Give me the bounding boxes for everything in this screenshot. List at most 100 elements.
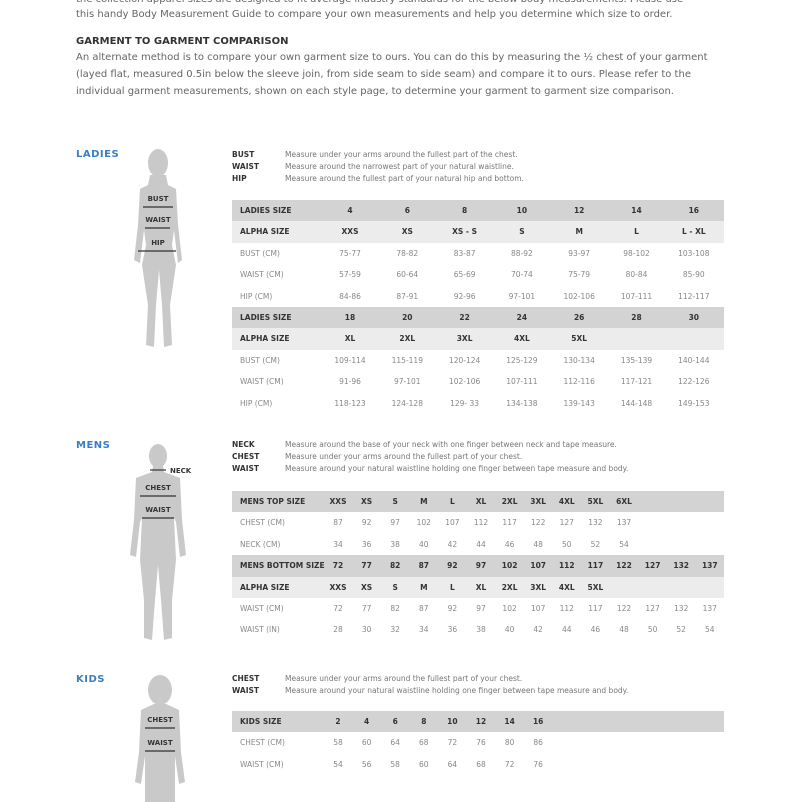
row-label: ALPHA SIZE <box>240 227 290 237</box>
table-cell: 92 <box>361 518 372 528</box>
row-label: WAIST (CM) <box>240 270 284 280</box>
table-cell: 107 <box>445 518 460 528</box>
table-cell: 48 <box>619 625 629 635</box>
table-row: WAIST (CM) 57-59 60-64 65-69 70-74 75-79 80-84… <box>232 264 724 285</box>
table-cell: 109-114 <box>334 355 366 365</box>
table-cell: 72 <box>504 759 515 769</box>
bust-label: BUST <box>148 195 169 203</box>
table-cell: 77 <box>361 603 372 613</box>
table-cell: XL <box>344 334 356 344</box>
table-cell: 127 <box>644 561 661 571</box>
kids-size-table: KIDS SIZE 2 4 6 8 10 12 14 16 CHEST (CM) 58 60 64 68 7… <box>232 711 724 775</box>
table-cell: 18 <box>344 312 356 322</box>
row-label: KIDS SIZE <box>240 717 282 726</box>
table-cell: 87 <box>333 518 343 528</box>
definition-term: CHEST <box>232 452 260 461</box>
table-cell: 34 <box>419 625 429 635</box>
table-cell: XXS <box>329 582 347 592</box>
table-cell: 124-128 <box>391 398 423 408</box>
table-cell: 28 <box>631 312 642 322</box>
chest-label: CHEST <box>145 484 171 492</box>
hip-label: HIP <box>151 239 165 247</box>
table-cell: S <box>519 227 525 237</box>
table-cell: 64 <box>447 759 458 769</box>
mens-title: MENS <box>76 440 111 451</box>
table-row: MENS BOTTOM SIZE 72 77 82 87 92 97 102 107 112 117… <box>232 555 724 577</box>
table-cell: 76 <box>476 738 486 748</box>
table-cell: 97-101 <box>394 377 421 387</box>
table-cell: 84-86 <box>339 291 361 301</box>
table-cell: 44 <box>562 625 572 635</box>
table-cell: 34 <box>333 539 343 549</box>
table-cell: 112 <box>473 518 489 528</box>
row-label: ALPHA SIZE <box>240 334 290 344</box>
table-row: HIP (CM) 118-123 124-128 129- 33 134-138 139-… <box>232 393 724 414</box>
row-label: ALPHA SIZE <box>240 582 290 592</box>
table-cell: 60 <box>419 759 429 769</box>
table-cell: 54 <box>333 759 343 769</box>
definition-term: CHEST <box>232 674 260 683</box>
table-cell: 93-97 <box>568 248 591 258</box>
row-label: MENS BOTTOM SIZE <box>240 561 325 571</box>
table-cell: 75-79 <box>568 270 591 280</box>
table-cell: 72 <box>333 603 343 613</box>
row-label: HIP (CM) <box>240 291 273 301</box>
table-cell: 8 <box>461 206 468 215</box>
table-cell: 68 <box>419 738 429 748</box>
table-cell: XS <box>361 497 373 506</box>
table-cell: S <box>392 497 398 506</box>
table-row: LADIES SIZE 18 20 22 24 26 28 30 <box>232 306 724 329</box>
table-row: ALPHA SIZE XXS XS S M L XL 2XL 3XL 4XL 5XL <box>232 576 724 598</box>
table-row: HIP (CM) 84-86 87-91 92-96 97-101 102-106 107-… <box>232 286 724 307</box>
table-cell: 4XL <box>558 497 575 506</box>
table-cell: 5XL <box>587 497 604 506</box>
table-cell: 36 <box>361 539 372 549</box>
table-cell: 38 <box>390 539 400 549</box>
table-cell: 72 <box>447 738 458 748</box>
table-cell: 68 <box>476 759 486 769</box>
table-row: WAIST (CM) 91-96 97-101 102-106 107-111 112-1… <box>232 371 724 392</box>
table-cell: 118-123 <box>334 398 366 408</box>
definition-text: Measure around your natural waistline ho… <box>285 686 629 695</box>
table-cell: 54 <box>619 539 629 549</box>
table-row: WAIST (CM) 72 77 82 87 92 97 102 107 112 117 122 127… <box>232 598 724 619</box>
table-cell: 92 <box>447 561 458 571</box>
definition-text: Measure around the narrowest part of you… <box>285 162 514 171</box>
table-row: LADIES SIZE 4 6 8 10 12 14 16 <box>232 200 724 222</box>
table-cell: 107-111 <box>620 291 653 301</box>
table-cell: 54 <box>705 625 715 635</box>
ladies-figure: BUST WAIST HIP <box>134 149 182 347</box>
table-cell: 85-90 <box>682 270 705 280</box>
table-cell: 3XL <box>530 497 547 506</box>
table-cell: 80 <box>504 738 515 748</box>
table-cell: 6XL <box>616 497 632 506</box>
table-cell: 42 <box>533 625 543 635</box>
table-cell: 2XL <box>501 497 518 506</box>
table-cell: 24 <box>516 312 528 322</box>
table-cell: 75-77 <box>339 248 361 258</box>
mens-size-table: MENS TOP SIZE XXS XS S M L XL 2XL 3XL 4XL 5XL 6XL CH… <box>232 491 724 641</box>
table-cell: XS <box>401 227 413 237</box>
ladies-title: LADIES <box>76 149 120 160</box>
table-cell: 2XL <box>501 582 518 592</box>
table-row: ALPHA SIZE XXS XS XS - S S M L L - XL <box>232 221 724 243</box>
row-label: CHEST (CM) <box>240 738 285 748</box>
table-cell: 144-148 <box>620 398 653 408</box>
table-cell: M <box>575 227 583 237</box>
table-cell: 4 <box>347 206 353 215</box>
table-cell: 56 <box>361 759 372 769</box>
table-cell: 14 <box>504 717 515 726</box>
table-cell: 6 <box>404 206 410 215</box>
table-cell: 103-108 <box>678 248 710 258</box>
table-cell: 102-106 <box>563 291 595 301</box>
table-cell: L <box>450 582 455 592</box>
table-cell: 139-143 <box>563 398 595 408</box>
table-cell: 60-64 <box>396 270 419 280</box>
table-cell: 82 <box>390 603 400 613</box>
table-cell: 88-92 <box>510 248 533 258</box>
table-cell: L <box>634 227 639 237</box>
table-cell: 46 <box>590 625 601 635</box>
table-cell: 42 <box>447 539 458 549</box>
table-cell: 50 <box>647 625 658 635</box>
table-cell: 132 <box>588 518 603 528</box>
